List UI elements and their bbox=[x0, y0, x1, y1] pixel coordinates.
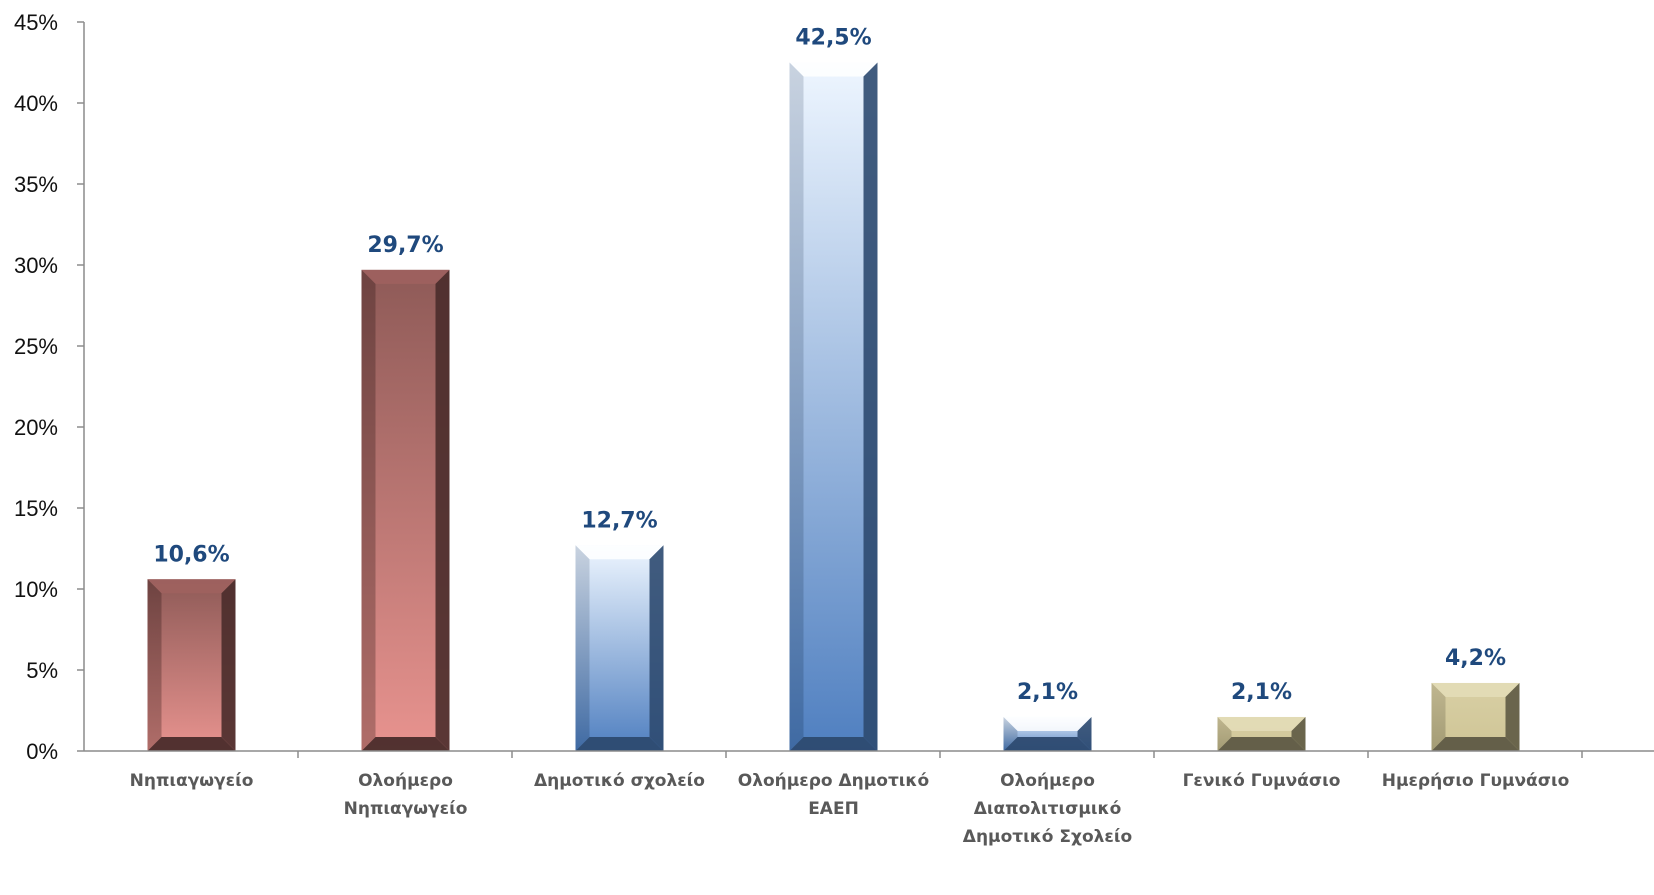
y-tick-label: 15% bbox=[14, 496, 58, 521]
y-tick-label: 40% bbox=[14, 91, 58, 116]
y-tick-label: 45% bbox=[14, 10, 58, 35]
data-labels: 10,6% 29,7% 12,7% 42,5% 2,1% 2,1% 4,2% bbox=[153, 26, 1506, 705]
bar bbox=[1003, 716, 1092, 751]
x-tick-label: Γενικό Γυμνάσιο bbox=[1183, 771, 1341, 791]
bars bbox=[147, 62, 1520, 751]
x-tick-label: Δημοτικό σχολείο bbox=[534, 771, 705, 791]
bar bbox=[361, 269, 450, 751]
bar bbox=[789, 62, 878, 751]
x-tick-label: Ολοήμερο Διαπολιτισμικό Δημοτικό Σχολείο bbox=[963, 771, 1132, 847]
data-label: 12,7% bbox=[581, 508, 657, 533]
y-tick-label: 20% bbox=[14, 415, 58, 440]
bar bbox=[1217, 716, 1306, 751]
x-tick-label: Ολοήμερο Δημοτικό ΕΑΕΠ bbox=[738, 771, 929, 819]
x-tick-label: Ημερήσιο Γυμνάσιο bbox=[1382, 771, 1570, 791]
data-label: 2,1% bbox=[1231, 680, 1292, 705]
y-tick-label: 25% bbox=[14, 334, 58, 359]
y-tick-label: 5% bbox=[26, 658, 58, 683]
bar bbox=[575, 545, 664, 751]
data-label: 4,2% bbox=[1445, 646, 1506, 671]
category-labels: Νηπιαγωγείο Ολοήμερο Νηπιαγωγείο Δημοτικό σ… bbox=[130, 771, 1570, 847]
y-tick-label: 35% bbox=[14, 172, 58, 197]
axes bbox=[83, 22, 1654, 758]
data-label: 2,1% bbox=[1017, 680, 1078, 705]
x-tick-label: Ολοήμερο Νηπιαγωγείο bbox=[344, 771, 468, 819]
y-axis-ticks: 0% 5% 10% 15% 20% 25% 30% 35% 40% 45% bbox=[14, 10, 84, 764]
y-tick-label: 10% bbox=[14, 577, 58, 602]
y-tick-label: 0% bbox=[26, 739, 58, 764]
data-label: 29,7% bbox=[367, 233, 443, 258]
y-tick-label: 30% bbox=[14, 253, 58, 278]
data-label: 42,5% bbox=[795, 26, 871, 51]
bar bbox=[147, 579, 236, 751]
data-label: 10,6% bbox=[153, 542, 229, 567]
x-tick-label: Νηπιαγωγείο bbox=[130, 771, 254, 791]
bar bbox=[1431, 682, 1520, 751]
